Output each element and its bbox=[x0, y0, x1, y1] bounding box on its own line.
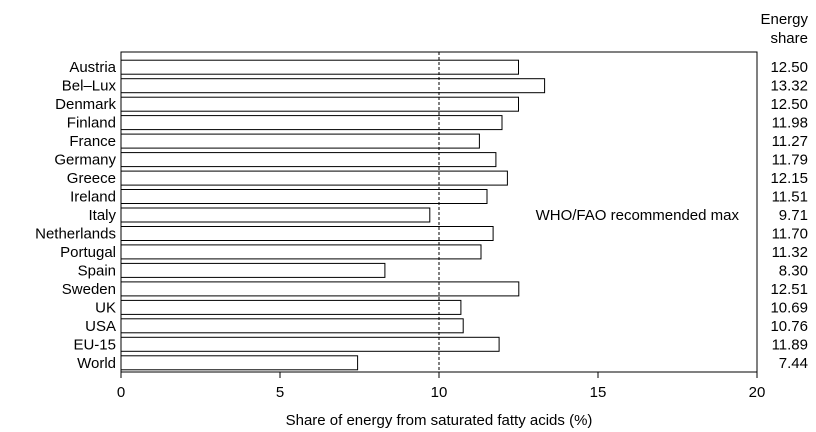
bars-group bbox=[120, 59, 546, 371]
x-tick-label: 5 bbox=[276, 384, 284, 401]
category-label: Bel–Lux bbox=[62, 78, 117, 95]
bar bbox=[120, 281, 520, 297]
value-label: 11.98 bbox=[772, 115, 808, 132]
category-label: Sweden bbox=[62, 281, 116, 298]
value-label: 11.70 bbox=[772, 226, 808, 243]
bar bbox=[120, 189, 488, 204]
value-label: 11.79 bbox=[772, 152, 808, 169]
value-label: 12.50 bbox=[770, 96, 808, 113]
value-label: 11.89 bbox=[772, 336, 808, 353]
category-label: Austria bbox=[69, 59, 116, 76]
value-label: 13.32 bbox=[770, 78, 808, 95]
category-label: Netherlands bbox=[35, 226, 116, 243]
value-label: 10.69 bbox=[770, 299, 808, 316]
category-label: Italy bbox=[88, 207, 116, 224]
category-label: France bbox=[69, 133, 116, 150]
value-label: 12.50 bbox=[770, 59, 808, 76]
bar bbox=[120, 170, 508, 186]
bar bbox=[120, 96, 519, 112]
category-label: EU-15 bbox=[73, 336, 116, 353]
category-label: Greece bbox=[67, 170, 116, 187]
bar bbox=[120, 133, 480, 149]
category-label: Ireland bbox=[70, 189, 116, 206]
bar bbox=[120, 78, 546, 94]
value-label: 12.51 bbox=[770, 281, 808, 298]
bar bbox=[120, 262, 386, 278]
value-labels: 12.5013.3212.5011.9811.2711.7912.1511.51… bbox=[770, 59, 808, 372]
category-label: Portugal bbox=[60, 244, 116, 261]
bar bbox=[120, 299, 462, 315]
x-tick-label: 15 bbox=[590, 384, 607, 401]
bar bbox=[120, 115, 503, 131]
x-tick-label: 10 bbox=[431, 384, 448, 401]
x-axis-ticks: 0 5 10 15 20 bbox=[117, 372, 766, 401]
bar bbox=[120, 318, 464, 334]
value-label: 8.30 bbox=[779, 262, 808, 279]
bar bbox=[120, 355, 359, 371]
bar bbox=[120, 226, 494, 241]
value-label: 11.27 bbox=[772, 133, 808, 150]
category-label: Germany bbox=[54, 152, 116, 169]
bar bbox=[120, 336, 500, 352]
x-tick-label: 0 bbox=[117, 384, 125, 401]
category-label: USA bbox=[85, 318, 116, 335]
bar bbox=[120, 59, 519, 75]
category-label: Spain bbox=[78, 262, 116, 279]
value-label: 11.51 bbox=[772, 189, 808, 206]
value-label: 9.71 bbox=[779, 207, 808, 224]
value-label: 10.76 bbox=[770, 318, 808, 335]
category-label: Denmark bbox=[55, 96, 116, 113]
value-label: 7.44 bbox=[779, 355, 808, 372]
x-axis-label: Share of energy from saturated fatty aci… bbox=[286, 412, 593, 429]
category-label: Finland bbox=[67, 115, 116, 132]
value-column-header-line2: share bbox=[770, 30, 808, 47]
value-label: 12.15 bbox=[770, 170, 808, 187]
value-label: 11.32 bbox=[772, 244, 808, 261]
bar bbox=[120, 152, 497, 168]
category-label: UK bbox=[95, 299, 116, 316]
reference-line-label: WHO/FAO recommended max bbox=[536, 207, 740, 224]
bar bbox=[120, 244, 482, 260]
value-column-header-line1: Energy bbox=[760, 11, 808, 28]
x-tick-label: 20 bbox=[749, 384, 766, 401]
category-label: World bbox=[77, 355, 116, 372]
bar bbox=[120, 207, 431, 223]
